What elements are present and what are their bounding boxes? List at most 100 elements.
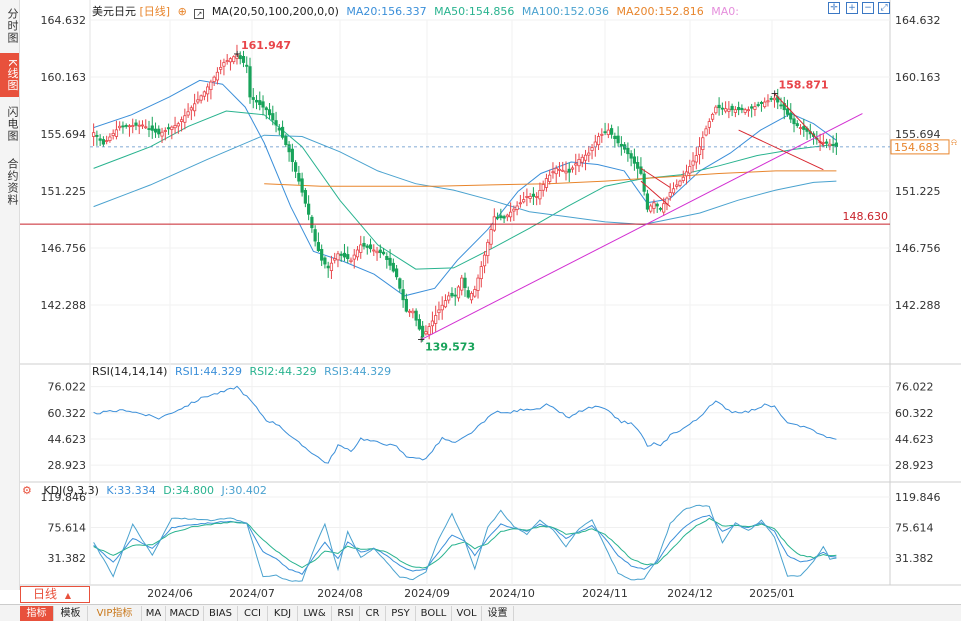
x-tick-label: 2024/06 (147, 587, 193, 600)
kdj-settings-icon[interactable]: ⚙ (22, 484, 32, 497)
bottom-tab-13[interactable]: VOL (452, 606, 482, 621)
candle-down (834, 142, 838, 148)
candle-down (613, 135, 617, 140)
candle-down (297, 172, 301, 182)
candle-down (769, 98, 773, 100)
zoom-out-icon[interactable]: − (862, 2, 874, 14)
bottom-tab-9[interactable]: RSI (332, 606, 360, 621)
candle-down (153, 128, 158, 133)
x-tick-label: 2024/09 (404, 587, 450, 600)
candle-up (199, 95, 203, 101)
indicator-tick-right: 28.923 (895, 459, 934, 472)
candle-up (476, 277, 480, 291)
candle-down (271, 113, 275, 121)
rsi-panel (93, 385, 837, 464)
candle-up (329, 262, 334, 271)
tab-lightning[interactable]: 闪电图 (6, 106, 19, 142)
candle-down (342, 252, 347, 258)
candle-down (394, 268, 399, 278)
candle-down (609, 128, 614, 135)
candle-down (658, 207, 663, 210)
candle-up (577, 159, 581, 167)
candle-up (535, 196, 539, 198)
candle-down (824, 141, 829, 144)
candle-up (183, 115, 187, 123)
candle-up (222, 62, 226, 67)
bottom-tab-1[interactable]: 模板 (54, 606, 88, 621)
candle-down (251, 97, 255, 100)
candle-up (131, 125, 135, 128)
k-line (93, 514, 837, 575)
bottom-tab-2[interactable]: VIP指标 (88, 606, 142, 621)
period-selector-label: 日线 (33, 587, 58, 601)
bottom-tab-11[interactable]: PSY (386, 606, 416, 621)
tab-kline[interactable]: K线图 (0, 53, 19, 97)
ma20-value: MA20:156.337 (346, 5, 427, 18)
candle-up (541, 184, 545, 191)
bottom-tab-4[interactable]: MACD (166, 606, 204, 621)
candle-down (453, 294, 457, 297)
candle-down (150, 125, 154, 131)
candle-up (551, 171, 555, 174)
extreme-label: 139.573 (425, 341, 475, 354)
candle-up (206, 86, 210, 95)
ma50-value: MA50:154.856 (434, 5, 515, 18)
candle-up (518, 202, 522, 205)
candle-down (241, 56, 246, 63)
bottom-tab-3[interactable]: MA (142, 606, 166, 621)
zoom-in-icon[interactable]: + (846, 2, 858, 14)
ma-box-icon[interactable]: ↗ (194, 9, 205, 19)
period-selector[interactable]: 日线 ▲ (20, 586, 90, 603)
candle-down (740, 107, 744, 111)
candle-up (707, 121, 711, 128)
candle-down (307, 203, 311, 215)
bottom-tab-14[interactable]: 设置 (482, 606, 514, 621)
crosshair-icon[interactable]: ✛ (828, 2, 840, 14)
price-tick-left: 155.694 (41, 128, 87, 141)
candle-down (645, 193, 650, 210)
candle-up (92, 132, 96, 137)
nov-wedge-upper-line (640, 167, 671, 188)
bottom-tab-6[interactable]: CCI (238, 606, 268, 621)
candle-up (202, 91, 206, 97)
candle-up (163, 130, 167, 132)
price-tick-right: 155.694 (895, 128, 941, 141)
rsi3-value: RSI3:44.329 (324, 365, 392, 378)
bottom-tab-12[interactable]: BOLL (416, 606, 452, 621)
candle-up (544, 178, 549, 188)
fullscreen-icon[interactable]: ⤢ (878, 2, 890, 14)
candle-up (212, 76, 216, 82)
candle-up (179, 119, 184, 122)
candle-up (427, 326, 431, 335)
candle-down (290, 148, 294, 162)
candle-down (388, 257, 392, 266)
candle-down (785, 108, 790, 115)
tab-timeshare[interactable]: 分时图 (6, 8, 19, 44)
bottom-tab-0[interactable]: 指标 (20, 606, 54, 621)
bottom-tab-10[interactable]: CR (360, 606, 386, 621)
rsi1-line (93, 385, 837, 464)
symbol-title: 美元日元 (92, 5, 136, 18)
bottom-tab-8[interactable]: LW& (298, 606, 332, 621)
candle-up (232, 56, 236, 63)
candle-down (421, 325, 425, 338)
bottom-tab-5[interactable]: BIAS (204, 606, 238, 621)
candle-down (391, 262, 395, 272)
candle-down (147, 128, 151, 130)
candle-up (336, 253, 340, 261)
candle-up (766, 100, 770, 103)
candle-up (443, 300, 448, 308)
price-tick-right: 164.632 (895, 14, 941, 27)
bottom-tab-7[interactable]: KDJ (268, 606, 298, 621)
indicator-tick-left: 75.614 (48, 521, 87, 534)
candle-up (512, 208, 516, 212)
tab-contract-info[interactable]: 合约资料 (6, 158, 19, 206)
candle-up (411, 310, 415, 314)
indicator-tick-right: 44.623 (895, 433, 934, 446)
candle-down (499, 215, 503, 219)
candle-down (720, 107, 724, 110)
candle-up (548, 174, 552, 182)
settings-icon[interactable]: ⊕ (177, 5, 187, 18)
